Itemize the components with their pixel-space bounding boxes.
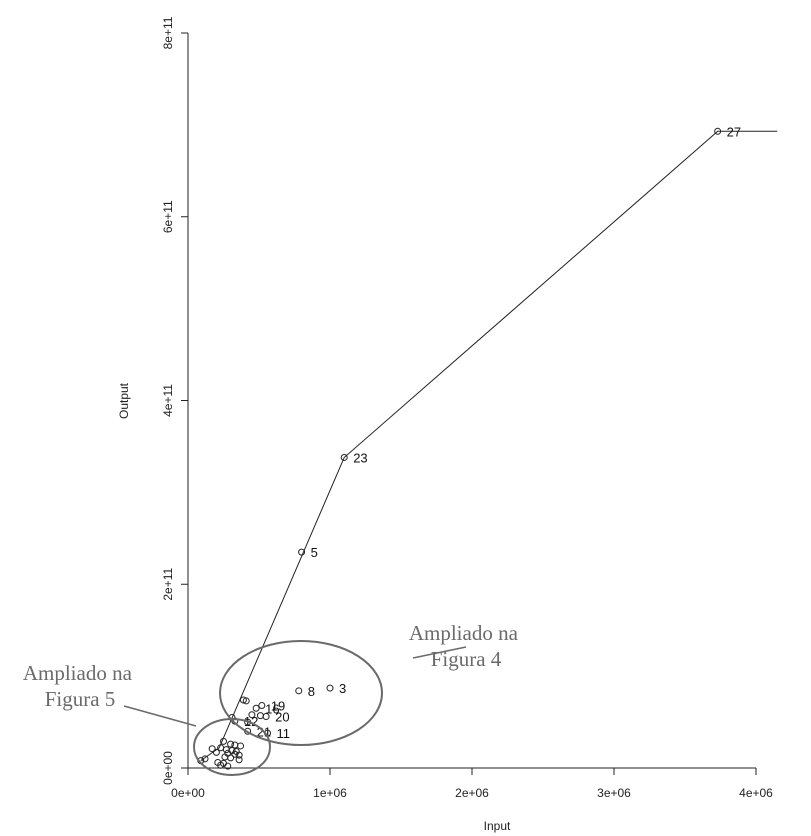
data-point bbox=[227, 740, 235, 748]
data-point bbox=[714, 127, 722, 135]
y-tick-label: 0e+00 bbox=[161, 751, 175, 785]
data-point bbox=[235, 751, 243, 759]
data-point bbox=[217, 761, 225, 769]
x-tick-label: 0e+00 bbox=[171, 786, 205, 800]
data-point bbox=[326, 684, 334, 692]
point-label: 23 bbox=[353, 450, 367, 465]
point-label: 20 bbox=[275, 710, 289, 725]
data-point bbox=[224, 762, 232, 770]
data-point bbox=[235, 756, 243, 764]
data-point bbox=[340, 453, 348, 461]
data-point bbox=[201, 755, 209, 763]
data-point bbox=[298, 548, 306, 556]
callouts: Ampliado na Figura 4 Ampliado na Figura … bbox=[23, 621, 523, 776]
data-point bbox=[242, 697, 250, 705]
leader-line-figure-4 bbox=[412, 646, 467, 659]
y-axis-title: Output bbox=[117, 382, 131, 419]
x-axis: 0e+00 1e+06 2e+06 3e+06 4e+06 bbox=[171, 767, 773, 800]
data-point bbox=[258, 702, 266, 710]
callout-figure-4-line-2: Figura 4 bbox=[431, 647, 502, 671]
x-tick-label: 3e+06 bbox=[597, 786, 631, 800]
y-tick-label: 4e+11 bbox=[161, 384, 175, 417]
data-point bbox=[208, 745, 216, 753]
data-point bbox=[231, 750, 239, 758]
callout-figure-5-line-1: Ampliado na bbox=[23, 661, 133, 685]
callout-figure-4: Ampliado na Figura 4 bbox=[409, 621, 523, 671]
y-tick-label: 6e+11 bbox=[161, 200, 175, 233]
callout-figure-5: Ampliado na Figura 5 bbox=[23, 661, 137, 711]
data-point bbox=[227, 754, 235, 762]
point-label: 19 bbox=[271, 699, 285, 714]
data-point bbox=[295, 687, 303, 695]
data-point bbox=[252, 704, 260, 712]
data-point bbox=[212, 748, 220, 756]
data-point bbox=[237, 742, 245, 750]
data-point bbox=[239, 696, 247, 704]
point-label: 11 bbox=[277, 726, 291, 741]
point-label: 27 bbox=[727, 124, 741, 139]
y-axis: 0e+00 2e+11 4e+11 6e+11 8e+11 bbox=[161, 16, 189, 785]
point-label: 16 bbox=[265, 701, 279, 716]
x-axis-title: Input bbox=[484, 819, 511, 833]
callout-figure-4-line-1: Ampliado na bbox=[409, 621, 519, 645]
data-point bbox=[248, 711, 256, 719]
y-tick-label: 8e+11 bbox=[161, 16, 175, 49]
point-label: 8 bbox=[308, 684, 315, 699]
zoom-ellipse-figure-4 bbox=[219, 640, 383, 746]
y-tick-label: 2e+11 bbox=[161, 568, 175, 601]
data-point bbox=[262, 713, 270, 721]
x-tick-label: 1e+06 bbox=[313, 786, 347, 800]
leader-line-figure-5 bbox=[123, 705, 197, 727]
data-point bbox=[220, 737, 227, 745]
data-point bbox=[222, 746, 230, 754]
x-tick-label: 2e+06 bbox=[455, 786, 489, 800]
zoom-ellipse-figure-5 bbox=[193, 718, 271, 776]
callout-figure-5-line-2: Figura 5 bbox=[45, 687, 116, 711]
point-label: 5 bbox=[311, 545, 318, 560]
x-tick-label: 4e+06 bbox=[739, 786, 773, 800]
point-label: 3 bbox=[339, 681, 346, 696]
